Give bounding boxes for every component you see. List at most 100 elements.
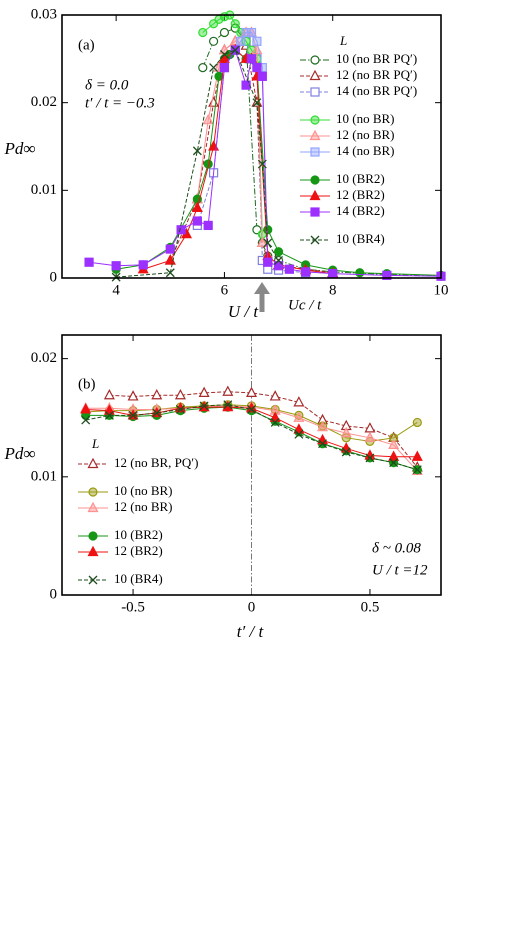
x-tick-label: 0 — [248, 599, 256, 615]
marker — [88, 575, 98, 585]
marker — [382, 270, 392, 280]
marker — [310, 115, 320, 125]
marker — [208, 96, 220, 107]
marker — [318, 439, 328, 449]
y-tick-label: 0.02 — [31, 350, 57, 366]
marker — [328, 269, 338, 279]
marker — [165, 268, 175, 278]
marker — [128, 410, 138, 420]
marker — [165, 244, 175, 254]
marker — [317, 420, 329, 432]
y-tick-label: 0 — [50, 269, 58, 285]
marker — [198, 27, 208, 38]
marker — [84, 257, 94, 267]
marker — [88, 487, 98, 497]
marker — [263, 225, 273, 235]
legend-label: 14 (no BR PQ′) — [336, 83, 417, 98]
series-line — [234, 32, 269, 261]
y-tick-label: 0.01 — [31, 182, 57, 198]
marker — [293, 423, 305, 434]
marker — [257, 159, 267, 169]
marker — [104, 410, 114, 420]
marker — [202, 113, 214, 125]
marker — [355, 268, 365, 278]
legend-label: 12 (no BR PQ′) — [336, 67, 417, 82]
marker — [219, 27, 230, 38]
legend-label: 10 (no BR) — [114, 483, 173, 498]
marker — [209, 36, 219, 46]
annotation: U / t =12 — [372, 562, 428, 578]
x-tick-label: 6 — [221, 282, 229, 298]
marker — [230, 45, 240, 55]
series-line — [196, 32, 263, 243]
marker — [247, 404, 256, 414]
marker — [256, 236, 268, 248]
marker — [284, 264, 294, 274]
marker — [252, 62, 262, 73]
marker — [263, 238, 273, 248]
marker — [310, 207, 320, 217]
marker — [209, 63, 219, 73]
marker — [164, 254, 176, 265]
legend-title: L — [339, 33, 347, 48]
marker — [341, 433, 351, 443]
legend-label: 10 (no BR) — [336, 111, 395, 126]
legend-title: L — [91, 436, 99, 451]
marker — [364, 431, 376, 442]
y-axis-label: Pd∞ — [3, 139, 35, 158]
marker — [389, 458, 399, 468]
plot-frame — [61, 334, 442, 596]
marker — [80, 403, 92, 414]
marker — [246, 54, 257, 64]
legend-label: 12 (BR2) — [336, 187, 385, 202]
marker — [214, 71, 224, 81]
marker — [230, 19, 240, 29]
annotation: (a) — [78, 37, 95, 53]
legend-label: 12 (BR2) — [114, 543, 163, 558]
marker — [192, 146, 202, 156]
y-axis-label: Pd∞ — [3, 444, 35, 463]
legend-label: 10 (BR4) — [336, 231, 385, 246]
legend-label: 12 (no BR) — [336, 127, 395, 142]
marker — [274, 256, 284, 265]
marker — [111, 261, 121, 271]
legend-label: 12 (no BR) — [114, 499, 173, 514]
marker — [263, 257, 273, 267]
marker — [222, 385, 234, 396]
marker — [294, 429, 304, 439]
marker — [241, 27, 251, 38]
marker — [203, 220, 213, 230]
marker — [388, 450, 400, 461]
marker — [365, 453, 375, 463]
marker — [310, 175, 320, 185]
marker — [246, 27, 257, 38]
marker — [236, 36, 246, 46]
marker — [340, 426, 352, 438]
marker — [152, 408, 162, 418]
y-tick-label: 0.03 — [31, 6, 57, 22]
marker — [273, 261, 284, 271]
series-line — [85, 404, 418, 471]
marker — [301, 267, 311, 277]
marker — [176, 225, 186, 235]
marker — [412, 465, 422, 475]
marker — [270, 417, 280, 427]
x-axis-label: U / t — [228, 302, 260, 321]
series-line — [116, 49, 279, 278]
marker — [175, 404, 185, 414]
legend-label: 10 (BR2) — [114, 527, 163, 542]
x-axis-label: t′ / t — [237, 622, 265, 641]
marker — [389, 433, 399, 443]
x-tick-label: -0.5 — [121, 599, 145, 615]
x-tick-label: 8 — [329, 282, 337, 298]
marker — [81, 415, 91, 425]
marker — [219, 62, 230, 73]
marker — [273, 247, 284, 257]
marker — [174, 388, 186, 400]
marker — [191, 201, 203, 212]
marker — [88, 531, 98, 541]
legend-label: 14 (no BR) — [336, 143, 395, 158]
marker — [138, 260, 148, 270]
marker — [111, 272, 121, 282]
